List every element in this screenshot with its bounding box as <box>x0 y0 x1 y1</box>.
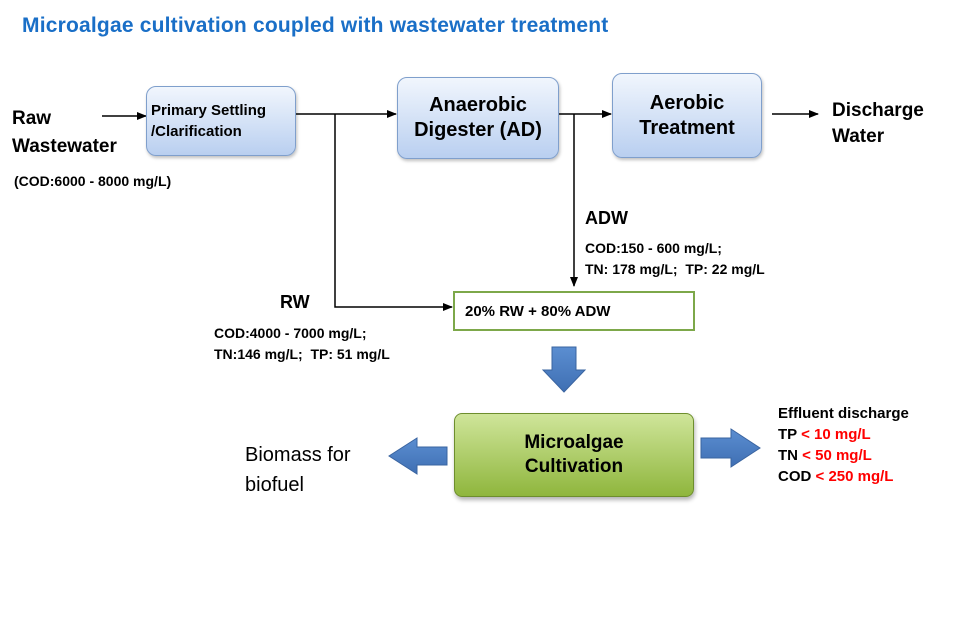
effluent-title: Effluent discharge <box>778 405 909 422</box>
adw-line2: TN: 178 mg/L; TP: 22 mg/L <box>585 261 765 277</box>
left-arrow-to-biomass <box>388 437 448 475</box>
effluent-limit: < 50 mg/L <box>802 447 872 464</box>
primary-settling-box: Primary Settling /Clarification <box>146 86 296 156</box>
page-title: Microalgae cultivation coupled with wast… <box>22 14 609 37</box>
adw-label: ADW <box>585 208 628 228</box>
rw-line2: TN:146 mg/L; TP: 51 mg/L <box>214 346 390 362</box>
effluent-limit: < 10 mg/L <box>801 426 871 443</box>
microalgae-cultivation-box: Microalgae Cultivation <box>454 413 694 497</box>
rw-line1: COD:4000 - 7000 mg/L; <box>214 325 367 341</box>
discharge-water-label: Discharge Water <box>832 98 924 150</box>
aerobic-line2: Treatment <box>639 116 735 139</box>
mix-ratio-box: 20% RW + 80% ADW <box>453 291 695 331</box>
raw-cod-value: (COD:6000 - 8000 mg/L) <box>14 173 172 189</box>
effluent-limit: < 250 mg/L <box>815 468 894 485</box>
effluent-param: TP <box>778 426 797 443</box>
adw-values: COD:150 - 600 mg/L; TN: 178 mg/L; TP: 22… <box>585 238 765 280</box>
rw-label: RW <box>280 292 310 312</box>
down-arrow-to-cultivation <box>541 346 587 393</box>
aerobic-treatment-box: Aerobic Treatment <box>612 73 762 158</box>
anaerobic-line1: Anaerobic <box>429 94 527 116</box>
discharge-line1: Discharge <box>832 100 924 121</box>
anaerobic-line2: Digester (AD) <box>414 119 542 141</box>
effluent-param: COD <box>778 468 812 485</box>
raw-wastewater-line2: Wastewater <box>12 136 117 157</box>
anaerobic-digester-box: Anaerobic Digester (AD) <box>397 77 559 159</box>
rw-values: COD:4000 - 7000 mg/L; TN:146 mg/L; TP: 5… <box>214 323 390 365</box>
adw-line1: COD:150 - 600 mg/L; <box>585 240 722 256</box>
discharge-line2: Water <box>832 126 885 147</box>
effluent-row: TN < 50 mg/L <box>778 445 909 466</box>
effluent-row: TP < 10 mg/L <box>778 424 909 445</box>
primary-line1: Primary Settling <box>151 102 267 119</box>
biomass-label: Biomass for biofuel <box>245 440 351 500</box>
raw-wastewater-line1: Raw <box>12 108 52 129</box>
raw-wastewater-label: Raw Wastewater <box>12 105 117 161</box>
primary-line2: /Clarification <box>151 123 242 140</box>
effluent-row: COD < 250 mg/L <box>778 466 909 487</box>
biomass-line2: biofuel <box>245 474 304 496</box>
cultivation-line2: Cultivation <box>524 456 624 477</box>
aerobic-line1: Aerobic <box>649 91 725 114</box>
cultivation-line1: Microalgae <box>524 432 624 453</box>
effluent-param: TN <box>778 447 798 464</box>
right-arrow-to-effluent <box>700 428 761 468</box>
effluent-block: Effluent discharge TP < 10 mg/L TN < 50 … <box>778 403 909 487</box>
biomass-line1: Biomass for <box>245 444 351 466</box>
arrow-rw-branch <box>334 114 453 311</box>
